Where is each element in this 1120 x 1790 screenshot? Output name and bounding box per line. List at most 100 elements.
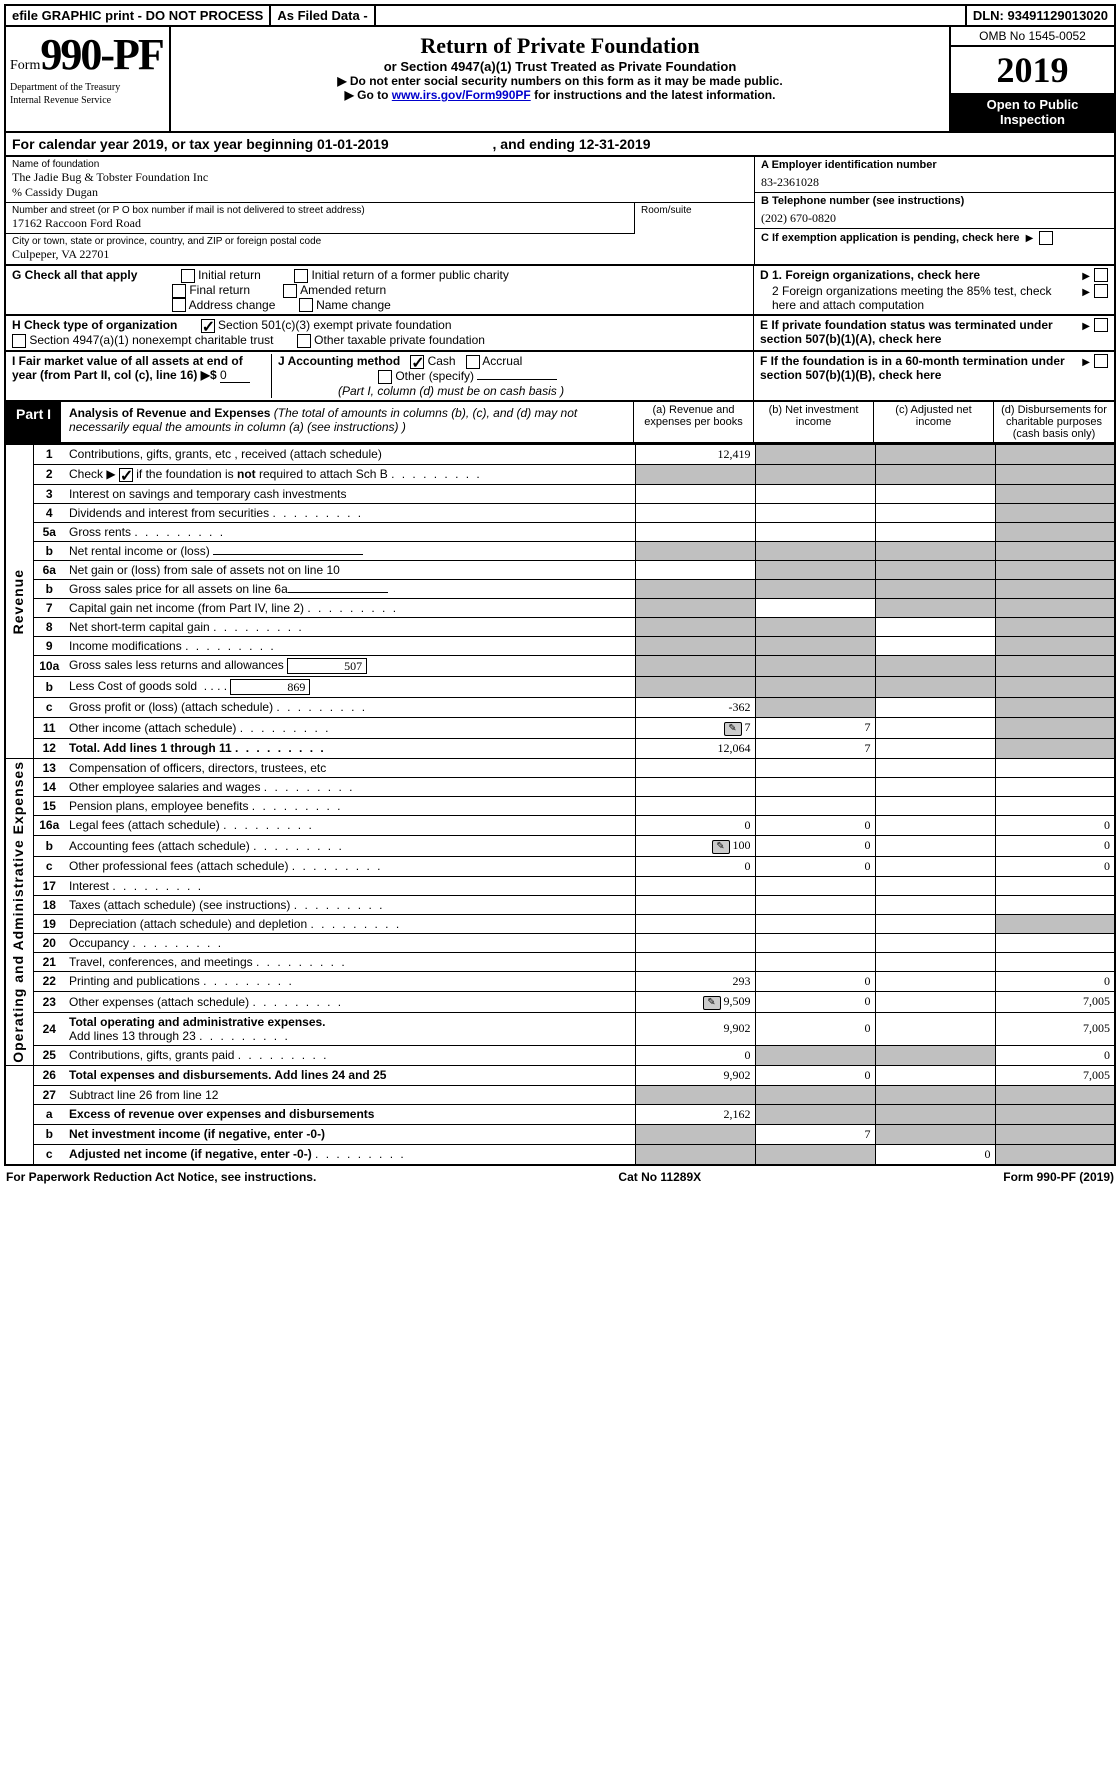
h-e-row: H Check type of organization Section 501… [4,316,1116,352]
g-opt3: Final return [189,283,250,297]
l10c-a: -362 [635,697,755,717]
h-4947a1[interactable] [12,334,26,348]
d-section: D 1. Foreign organizations, check here 2… [754,266,1114,314]
l16a-d: 0 [995,815,1115,835]
irs-link[interactable]: www.irs.gov/Form990PF [392,88,531,102]
l27c-desc: Adjusted net income (if negative, enter … [69,1147,312,1161]
table-row: aExcess of revenue over expenses and dis… [5,1104,1115,1124]
revenue-vert: Revenue [5,444,33,758]
col-b-header: (b) Net investment income [754,402,874,442]
i-j-f-row: I Fair market value of all assets at end… [4,352,1116,402]
phone-label: B Telephone number (see instructions) [761,195,1108,207]
d1-checkbox[interactable] [1094,268,1108,282]
l1-a: 12,419 [635,444,755,464]
h-other-taxable[interactable] [297,334,311,348]
table-row: bNet rental income or (loss) [5,541,1115,560]
arrow-icon [1026,232,1034,244]
note2-pre: ▶ Go to [345,88,392,102]
city-row: City or town, state or province, country… [6,234,754,264]
l5b-desc: Net rental income or (loss) [69,544,210,558]
table-row: 9Income modifications [5,636,1115,655]
l2-checkbox[interactable] [119,468,133,482]
ein-row: A Employer identification number 83-2361… [755,157,1114,193]
efile-notice: efile GRAPHIC print - DO NOT PROCESS [6,6,271,25]
attach-icon[interactable]: ✎ [724,722,742,736]
g-final-return[interactable] [172,284,186,298]
j-other[interactable] [378,370,392,384]
address-row: Number and street (or P O box number if … [6,203,634,234]
name-label: Name of foundation [12,159,748,170]
phone-value: (202) 670-0820 [761,211,1108,226]
cal-year-end: , and ending 12-31-2019 [493,136,651,152]
arrow-icon [1082,284,1090,298]
g-amended[interactable] [283,284,297,298]
e-checkbox[interactable] [1094,318,1108,332]
l6a-desc: Net gain or (loss) from sale of assets n… [65,560,635,579]
g-initial-return[interactable] [181,269,195,283]
l23-d: 7,005 [995,991,1115,1012]
j-accrual[interactable] [466,355,480,369]
l27a-a: 2,162 [635,1104,755,1124]
table-row: 15Pension plans, employee benefits [5,796,1115,815]
header-right: OMB No 1545-0052 2019 Open to Public Ins… [949,27,1114,131]
i-value: 0 [220,368,250,383]
g-initial-former[interactable] [294,269,308,283]
l11-desc: Other income (attach schedule) [69,721,236,735]
l16c-desc: Other professional fees (attach schedule… [69,859,288,873]
l12-b: 7 [755,738,875,758]
l27b-desc: Net investment income (if negative, ente… [69,1127,325,1141]
table-row: 4Dividends and interest from securities [5,503,1115,522]
d2-checkbox[interactable] [1094,284,1108,298]
attach-icon[interactable]: ✎ [703,996,721,1010]
table-row: bGross sales price for all assets on lin… [5,579,1115,598]
l24b-desc: Add lines 13 through 23 [69,1029,196,1043]
g-opt6: Name change [316,298,391,312]
arrow-icon [1082,354,1090,368]
table-row: 27Subtract line 26 from line 12 [5,1085,1115,1104]
col-a-header: (a) Revenue and expenses per books [634,402,754,442]
l16a-desc: Legal fees (attach schedule) [69,818,220,832]
l6b-desc: Gross sales price for all assets on line… [69,582,288,596]
ssn-note: ▶ Do not enter social security numbers o… [177,74,943,88]
city-state-zip: Culpeper, VA 22701 [12,247,748,262]
l26-a: 9,902 [635,1065,755,1085]
g-name-change[interactable] [299,298,313,312]
g-address-change[interactable] [172,298,186,312]
table-row: cGross profit or (loss) (attach schedule… [5,697,1115,717]
attach-icon[interactable]: ✎ [712,840,730,854]
table-row: cAdjusted net income (if negative, enter… [5,1144,1115,1165]
table-row: 2Check ▶ if the foundation is not requir… [5,464,1115,484]
tax-year: 2019 [951,47,1114,93]
table-row: bAccounting fees (attach schedule) ✎ 100… [5,835,1115,856]
open-to-public: Open to Public Inspection [951,93,1114,131]
part1-desc: Analysis of Revenue and Expenses (The to… [61,402,634,442]
arrow-icon [1082,268,1090,282]
calendar-year-row: For calendar year 2019, or tax year begi… [4,133,1116,157]
j-note: (Part I, column (d) must be on cash basi… [338,384,564,398]
l12-desc: Total. Add lines 1 through 11 [69,741,232,755]
top-bar: efile GRAPHIC print - DO NOT PROCESS As … [4,4,1116,27]
table-row: 18Taxes (attach schedule) (see instructi… [5,895,1115,914]
l26-d: 7,005 [995,1065,1115,1085]
table-row: 17Interest [5,876,1115,895]
ein-value: 83-2361028 [761,175,1108,190]
c-checkbox[interactable] [1039,231,1053,245]
f-checkbox[interactable] [1094,354,1108,368]
dept-treasury: Department of the Treasury [10,82,165,93]
h-501c3[interactable] [201,319,215,333]
table-row: Revenue 1Contributions, gifts, grants, e… [5,444,1115,464]
omb-number: OMB No 1545-0052 [951,27,1114,47]
l9-desc: Income modifications [69,639,182,653]
header-left: Form990-PF Department of the Treasury In… [6,27,171,131]
blank-vert [5,1065,33,1165]
form-title: Return of Private Foundation [177,33,943,59]
l25-a: 0 [635,1045,755,1065]
l23-desc: Other expenses (attach schedule) [69,995,249,1009]
form-header: Form990-PF Department of the Treasury In… [4,27,1116,133]
d2-label: 2 Foreign organizations meeting the 85% … [760,284,1078,312]
table-row: Operating and Administrative Expenses 13… [5,758,1115,777]
part1-title: Analysis of Revenue and Expenses [69,406,270,420]
j-section: J Accounting method Cash Accrual Other (… [272,354,747,398]
j-cash[interactable] [410,355,424,369]
l10c-desc: Gross profit or (loss) (attach schedule) [69,700,273,714]
